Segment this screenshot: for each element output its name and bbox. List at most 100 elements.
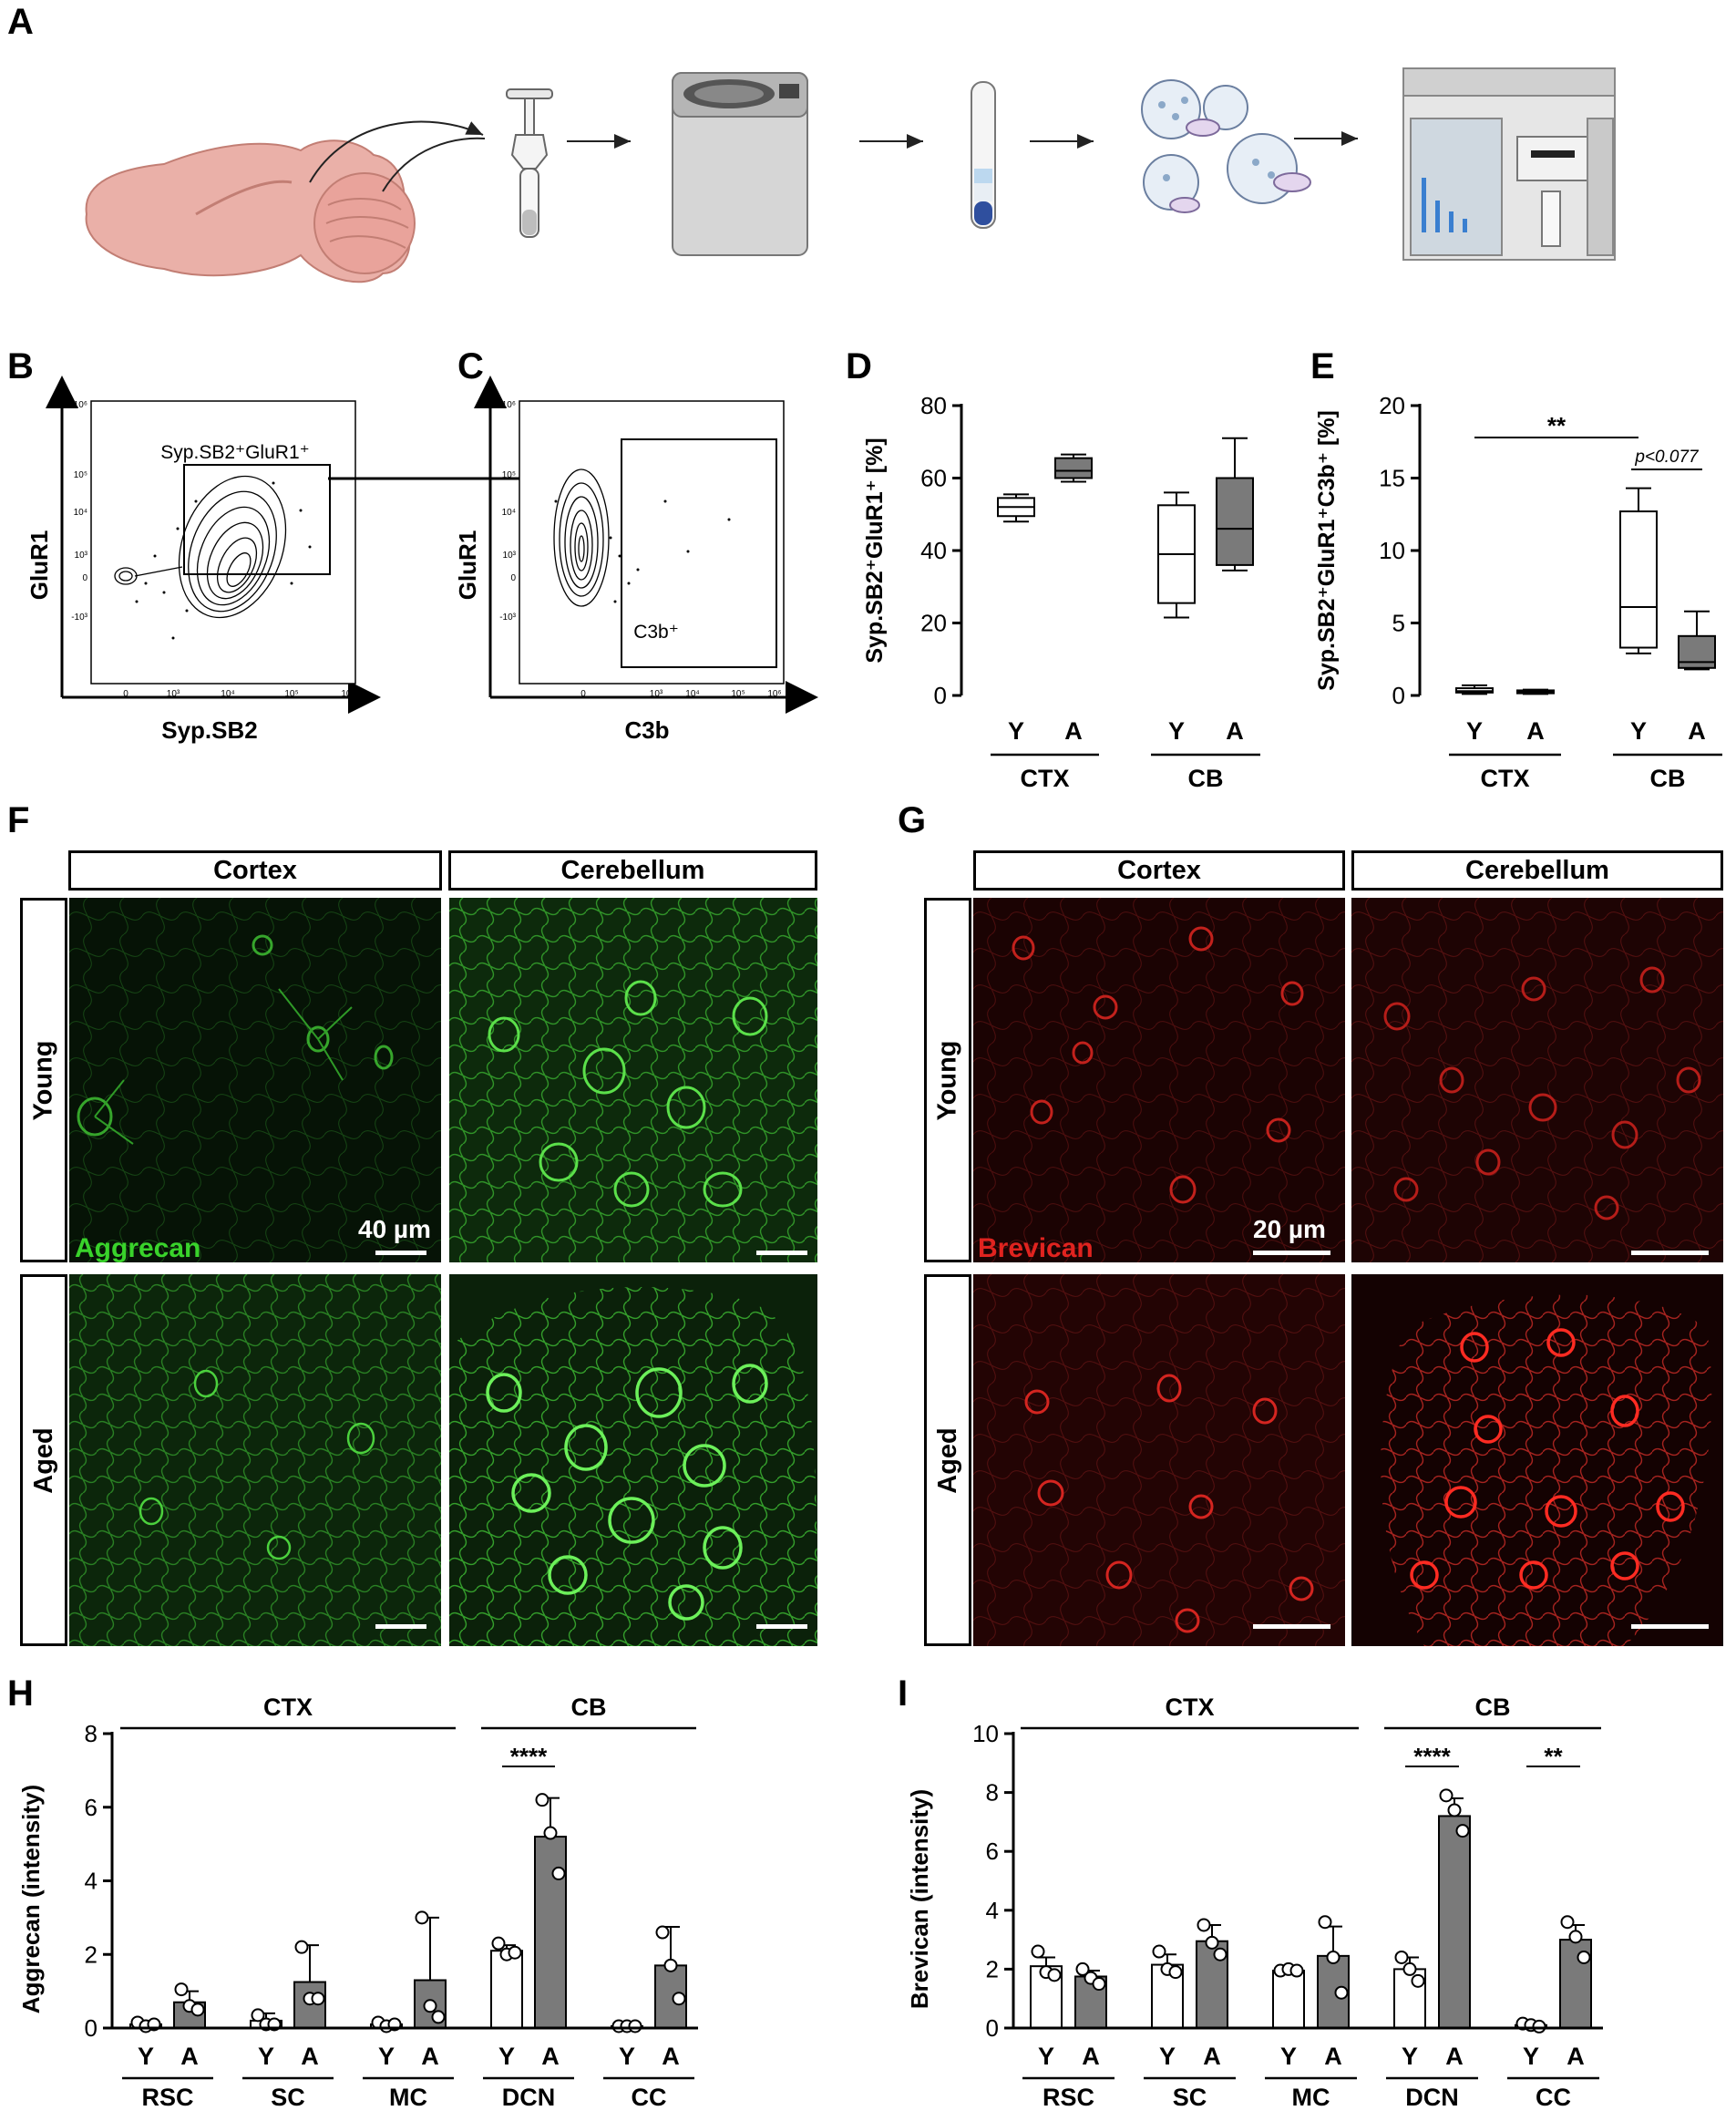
homogenizer-illustration bbox=[506, 88, 553, 238]
scale-bar-label: 40 µm bbox=[358, 1215, 431, 1243]
y-axis-label: Syp.SB2⁺GluR1⁺ [%] bbox=[862, 438, 888, 663]
x-tick: 10³ bbox=[650, 689, 663, 699]
y-tick: 10³ bbox=[503, 551, 517, 561]
data-point bbox=[1168, 1965, 1183, 1980]
y-tick-label: 2 bbox=[85, 1941, 98, 1968]
micrograph-cortex-aged bbox=[973, 1274, 1345, 1646]
group-label: CTX bbox=[263, 1694, 313, 1721]
gate-rectangle bbox=[183, 464, 331, 575]
y-tick-label: 6 bbox=[986, 1838, 999, 1865]
box-plot-e: 0 5 10 15 20 Syp.SB2⁺GluR1⁺C3b⁺ [%] Y A Y A CTX CB *… bbox=[1314, 392, 1722, 792]
x-tick: 10⁶ bbox=[767, 689, 781, 699]
micrograph-cerebellum-aged bbox=[1351, 1274, 1723, 1646]
y-tick-label: 20 bbox=[1379, 392, 1405, 419]
scale-bar bbox=[756, 1624, 807, 1629]
region-label: CC bbox=[1536, 2084, 1571, 2111]
micrograph-cortex-young bbox=[69, 898, 441, 1262]
condition-label: Y bbox=[619, 2043, 635, 2070]
flow-cytometer-illustration bbox=[1402, 67, 1616, 261]
flow-plot-b: GluR1 Syp.SB2 10⁶ 10⁵ 10⁴ 10³ 0 -10³ 0 1… bbox=[27, 376, 381, 744]
category-label: A bbox=[1688, 717, 1706, 745]
condition-label: A bbox=[421, 2043, 439, 2070]
category-label: A bbox=[1064, 717, 1083, 745]
group-label: CB bbox=[571, 1694, 607, 1721]
data-point bbox=[1334, 1985, 1349, 2000]
data-point bbox=[1075, 1961, 1090, 1976]
y-axis-label: GluR1 bbox=[456, 530, 481, 601]
x-tick: 0 bbox=[580, 689, 586, 699]
micrograph-cerebellum-young bbox=[449, 898, 817, 1262]
condition-label: A bbox=[1203, 2043, 1221, 2070]
y-tick-label: 80 bbox=[920, 392, 947, 419]
micrograph-cortex-aged bbox=[69, 1274, 441, 1646]
data-point bbox=[543, 1826, 558, 1840]
box-plot-d: 0 20 40 60 80 Syp.SB2⁺GluR1⁺ [%] Y A Y A CTX CB bbox=[862, 392, 1260, 792]
micrograph-cortex-young bbox=[973, 898, 1345, 1262]
data-point bbox=[1326, 1950, 1341, 1964]
x-tick: 10⁶ bbox=[341, 689, 354, 699]
data-point bbox=[423, 1999, 437, 2013]
scatter-dots bbox=[554, 499, 731, 603]
condition-label: Y bbox=[1038, 2043, 1054, 2070]
condition-label: Y bbox=[498, 2043, 515, 2070]
workflow-schematic bbox=[85, 67, 1616, 283]
x-axis-label: C3b bbox=[624, 716, 669, 744]
panel-label-f: F bbox=[7, 800, 30, 840]
condition-label: A bbox=[1324, 2043, 1342, 2070]
gate-rectangle bbox=[621, 438, 777, 668]
x-tick: 10³ bbox=[167, 689, 180, 699]
data-point bbox=[672, 1992, 686, 2006]
scale-bar bbox=[1631, 1624, 1709, 1629]
scale-bar bbox=[1631, 1251, 1709, 1255]
condition-label: Y bbox=[1402, 2043, 1418, 2070]
scale-bar bbox=[1253, 1624, 1330, 1629]
group-label: CTX bbox=[1481, 765, 1530, 792]
condition-label: A bbox=[180, 2043, 199, 2070]
category-label: Y bbox=[1630, 717, 1647, 745]
row-header-young: Young bbox=[20, 898, 67, 1262]
data-point bbox=[311, 1992, 325, 2006]
y-tick-label: 0 bbox=[85, 2014, 98, 2042]
scale-bar-label: 20 µm bbox=[1253, 1215, 1326, 1243]
data-point bbox=[1577, 1950, 1591, 1964]
category-label: A bbox=[1526, 717, 1545, 745]
data-point bbox=[1197, 1918, 1211, 1932]
data-point bbox=[535, 1793, 550, 1807]
data-point bbox=[1394, 1950, 1409, 1964]
panel-label-a: A bbox=[7, 2, 34, 42]
data-point bbox=[1402, 1961, 1417, 1976]
synaptosomes-illustration bbox=[1141, 79, 1311, 213]
data-point bbox=[1439, 1788, 1454, 1803]
data-point bbox=[1532, 2019, 1546, 2033]
row-header-aged: Aged bbox=[924, 1274, 971, 1646]
data-point bbox=[415, 1910, 429, 1925]
data-point bbox=[1289, 1963, 1304, 1978]
y-tick-label: 15 bbox=[1379, 465, 1405, 492]
y-tick-label: 8 bbox=[986, 1779, 999, 1807]
region-label: MC bbox=[389, 2084, 427, 2111]
contour-population bbox=[553, 468, 610, 607]
y-tick-label: 0 bbox=[1392, 682, 1405, 709]
panel-label-b: B bbox=[7, 346, 34, 386]
category-label: Y bbox=[1466, 717, 1483, 745]
data-point bbox=[628, 2019, 642, 2033]
y-tick-label: 10 bbox=[972, 1720, 999, 1747]
data-point bbox=[491, 1936, 506, 1951]
x-axis-label: Syp.SB2 bbox=[161, 716, 258, 744]
y-tick-label: 10 bbox=[1379, 537, 1405, 564]
scale-bar bbox=[756, 1251, 807, 1255]
data-point bbox=[190, 2003, 205, 2017]
box bbox=[1678, 634, 1716, 669]
y-tick-label: 20 bbox=[920, 610, 947, 637]
group-label: CB bbox=[1475, 1694, 1511, 1721]
y-tick-label: 4 bbox=[85, 1868, 98, 1895]
bar bbox=[490, 1950, 523, 2029]
y-axis-label: Brevican (intensity) bbox=[906, 1789, 933, 2009]
y-tick-label: 60 bbox=[920, 465, 947, 492]
scale-bar bbox=[375, 1251, 426, 1255]
y-tick-label: 8 bbox=[85, 1720, 98, 1747]
column-header-cortex: Cortex bbox=[68, 850, 442, 891]
centrifuge-illustration bbox=[672, 72, 808, 256]
